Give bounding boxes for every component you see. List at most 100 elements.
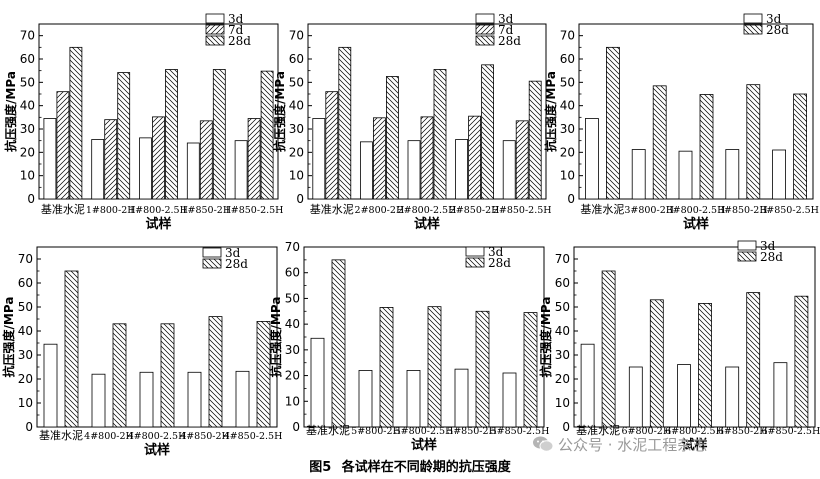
bar-28d-2: [385, 76, 399, 200]
bar-3d-1: [310, 337, 325, 428]
x-tick-label: 6#800-2H: [621, 426, 671, 437]
y-tick-label: 50: [560, 75, 575, 89]
legend-label-28d: 28d: [228, 34, 251, 48]
y-tick-label: 10: [560, 169, 575, 183]
bar-28d-5: [523, 312, 538, 428]
y-axis-label: 抗压强度/MPa: [538, 297, 553, 378]
bar-28d-1: [606, 46, 620, 200]
plot-frame: [36, 246, 278, 428]
bar-3d-2: [91, 373, 106, 428]
y-tick-label: 40: [285, 317, 300, 331]
bar-7d-5: [515, 120, 529, 200]
x-tick-label: 1#850-2H: [181, 205, 231, 216]
bar-28d-3: [698, 302, 712, 428]
y-axis-label: 抗压强度/MPa: [272, 71, 287, 152]
bar-28d-5: [256, 320, 271, 428]
legend-label-7d: 7d: [498, 23, 514, 37]
legend-swatch-28d: [743, 24, 763, 35]
x-tick-label: 4#850-2H: [180, 431, 230, 442]
y-tick-label: 70: [20, 29, 35, 43]
y-tick-label: 10: [18, 396, 33, 410]
bar-7d-2: [104, 119, 118, 200]
x-tick-label: 基准水泥: [310, 203, 354, 216]
y-tick-label: 30: [20, 122, 35, 136]
bar-7d-1: [56, 91, 70, 200]
bar-3d-5: [235, 370, 250, 428]
bar-3d-4: [725, 149, 740, 200]
bar-28d-2: [649, 299, 664, 428]
bar-28d-1: [331, 259, 346, 428]
y-tick-label: 30: [560, 122, 575, 136]
bar-3d-3: [139, 371, 154, 428]
bar-3d-1: [43, 118, 57, 200]
legend-label-3d: 3d: [488, 245, 504, 259]
bar-3d-1: [580, 343, 595, 428]
y-tick-label: 70: [285, 240, 300, 254]
x-axis-label: 试样: [681, 437, 707, 453]
bar-3d-2: [91, 139, 105, 200]
x-axis-label: 试样: [144, 442, 170, 458]
y-tick-label: 30: [285, 343, 300, 357]
bar-7d-1: [325, 91, 339, 200]
y-tick-label: 10: [20, 169, 35, 183]
y-tick-label: 60: [20, 52, 35, 66]
y-tick-label: 30: [18, 348, 33, 362]
y-axis-label: 抗压强度/MPa: [543, 71, 558, 152]
plot-frame: [573, 246, 816, 428]
bar-3d-3: [677, 364, 691, 428]
x-axis-label: 试样: [414, 216, 440, 232]
bar-3d-3: [407, 140, 421, 200]
y-tick-label: 0: [562, 420, 570, 434]
bar-28d-4: [212, 69, 226, 200]
bar-3d-5: [234, 140, 248, 200]
bar-28d-4: [481, 64, 495, 200]
y-tick-label: 60: [18, 276, 33, 290]
y-tick-label: 40: [560, 99, 575, 113]
y-axis-label: 抗压强度/MPa: [3, 71, 18, 152]
x-tick-label: 2#800-2H: [355, 205, 405, 216]
bar-7d-3: [420, 116, 434, 200]
y-tick-label: 20: [289, 145, 304, 159]
legend-label-7d: 7d: [228, 23, 244, 37]
y-tick-label: 40: [20, 99, 35, 113]
y-tick-label: 20: [555, 372, 570, 386]
x-tick-label: 5#850-2.5H: [491, 426, 550, 437]
bar-28d-5: [260, 70, 274, 200]
legend-swatch-7d: [205, 24, 225, 35]
x-tick-label: 2#850-2H: [450, 205, 500, 216]
bar-7d-3: [152, 116, 165, 200]
bar-28d-4: [475, 310, 490, 428]
bar-28d-3: [699, 94, 714, 200]
y-tick-label: 50: [555, 300, 570, 314]
bar-3d-5: [502, 372, 517, 428]
y-tick-label: 0: [567, 192, 575, 206]
y-tick-label: 70: [560, 29, 575, 43]
y-tick-label: 0: [296, 192, 304, 206]
x-tick-label: 3#850-2H: [718, 205, 768, 216]
y-tick-label: 70: [289, 29, 304, 43]
caption-number: 图5: [309, 460, 332, 475]
y-tick-label: 20: [18, 372, 33, 386]
x-axis-label: 试样: [411, 437, 437, 453]
legend-swatch-28d: [465, 257, 485, 268]
y-tick-label: 20: [285, 369, 300, 383]
bar-3d-3: [678, 150, 693, 200]
y-tick-label: 0: [25, 420, 33, 434]
x-tick-label: 2#800-2.5H: [398, 205, 457, 216]
bar-3d-1: [312, 118, 326, 200]
bar-28d-4: [208, 316, 223, 428]
watermark-text: 公众号 · 水泥工程杂志: [558, 436, 708, 454]
x-tick-label: 4#850-2.5H: [224, 431, 283, 442]
plot-frame: [578, 23, 814, 200]
x-tick-label: 基准水泥: [580, 203, 624, 216]
y-tick-label: 20: [20, 145, 35, 159]
legend-label-3d: 3d: [228, 12, 244, 26]
bar-28d-3: [160, 323, 175, 428]
